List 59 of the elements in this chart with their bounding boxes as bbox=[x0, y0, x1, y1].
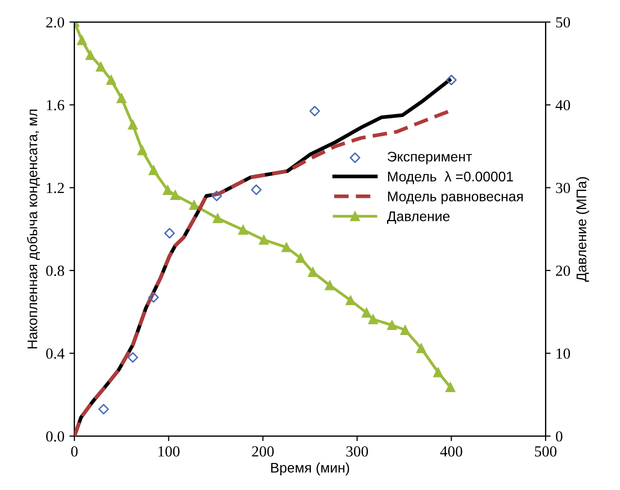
y2-tick-label: 10 bbox=[556, 348, 570, 359]
point bbox=[148, 292, 159, 303]
y-tick-label: 0.4 bbox=[46, 348, 64, 359]
y2-tick-label: 20 bbox=[556, 266, 570, 276]
x-tick-label: 500 bbox=[535, 446, 556, 457]
legend-label: Давление bbox=[387, 212, 450, 224]
x-tick-label: 300 bbox=[346, 446, 368, 457]
y-tick-label: 0.8 bbox=[46, 266, 64, 276]
y-tick-label: 0.0 bbox=[46, 431, 64, 442]
y2-axis-title: Давление (МПа) bbox=[576, 177, 590, 282]
x-axis-title: Время (мин) bbox=[271, 462, 350, 476]
point bbox=[250, 184, 262, 196]
x-tick-label: 200 bbox=[252, 446, 274, 457]
point bbox=[387, 320, 397, 330]
point bbox=[446, 74, 457, 86]
y-tick-label: 1.2 bbox=[46, 182, 64, 194]
point bbox=[258, 234, 269, 245]
point bbox=[296, 253, 306, 263]
y-tick-label: 1.6 bbox=[46, 100, 64, 110]
point bbox=[433, 367, 444, 378]
y2-tick-label: 40 bbox=[556, 100, 570, 110]
point bbox=[308, 267, 318, 277]
point bbox=[96, 62, 106, 72]
legend-label: Модель λ =0.00001 bbox=[388, 171, 513, 184]
point bbox=[77, 35, 87, 46]
x-tick-label: 400 bbox=[440, 446, 462, 457]
point bbox=[170, 190, 180, 200]
point bbox=[282, 242, 292, 252]
point bbox=[116, 93, 126, 104]
y2-tick-label: 50 bbox=[556, 17, 570, 28]
point bbox=[324, 280, 335, 290]
point bbox=[211, 190, 222, 202]
x-tick-label: 100 bbox=[158, 446, 180, 457]
point bbox=[86, 50, 96, 60]
point bbox=[346, 295, 356, 306]
point bbox=[400, 325, 410, 335]
point bbox=[368, 314, 378, 324]
y-axis-title: Накопленная добыча конденсата, мл bbox=[26, 110, 40, 348]
point bbox=[309, 106, 320, 116]
point bbox=[148, 165, 158, 176]
point bbox=[137, 146, 148, 156]
legend-label: Модель равновесная bbox=[388, 192, 523, 204]
point bbox=[106, 75, 116, 85]
point bbox=[162, 185, 173, 196]
point bbox=[164, 228, 175, 239]
point bbox=[416, 343, 426, 354]
y2-tick-label: 0 bbox=[556, 431, 562, 442]
y2-tick-label: 30 bbox=[556, 182, 570, 194]
point bbox=[362, 308, 372, 318]
x-tick-label: 0 bbox=[71, 446, 78, 457]
point bbox=[128, 120, 138, 130]
point bbox=[446, 382, 456, 392]
point bbox=[98, 404, 109, 414]
point bbox=[212, 213, 223, 224]
point bbox=[128, 352, 138, 363]
point bbox=[189, 200, 199, 210]
point bbox=[238, 225, 248, 235]
y-tick-label: 2.0 bbox=[46, 17, 64, 28]
legend-label: Эксперимент bbox=[388, 152, 472, 164]
